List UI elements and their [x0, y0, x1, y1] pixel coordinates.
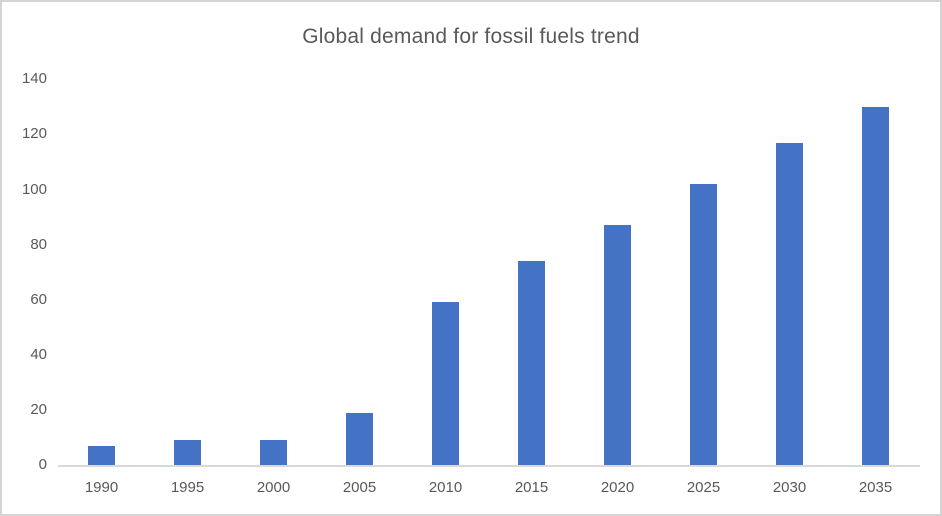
- y-axis-tick-label: 60: [30, 290, 47, 308]
- y-axis-tick-label: 0: [38, 456, 47, 473]
- y-axis-tick-label: 120: [21, 125, 47, 143]
- x-axis-tick-label: 2035: [858, 479, 893, 496]
- x-axis-tick-label: 2000: [256, 479, 291, 496]
- y-axis-tick-label: 20: [30, 400, 47, 418]
- x-axis-tick-label: 2020: [600, 479, 635, 496]
- bar-2030: [776, 143, 803, 465]
- chart-title: Global demand for fossil fuels trend: [302, 25, 640, 48]
- x-axis-tick-label: 2010: [428, 479, 463, 496]
- x-axis-tick-label: 2025: [686, 479, 721, 496]
- x-axis-line: [58, 465, 920, 467]
- bar-2010: [432, 302, 459, 465]
- bar-2015: [518, 261, 545, 465]
- bar-2035: [862, 107, 889, 465]
- x-axis-tick-label: 2015: [514, 479, 549, 496]
- x-axis-tick-label: 1995: [170, 479, 205, 496]
- y-axis-tick-label: 80: [30, 235, 47, 253]
- bar-1995: [174, 440, 201, 465]
- bar-2020: [604, 225, 631, 465]
- y-axis-tick-label: 100: [21, 180, 47, 198]
- bar-2000: [260, 440, 287, 465]
- bar-1990: [88, 446, 115, 465]
- bar-2005: [346, 413, 373, 465]
- x-axis-tick-label: 1990: [84, 479, 119, 496]
- x-axis-tick-label: 2005: [342, 479, 377, 496]
- y-axis-tick-label: 140: [21, 70, 47, 88]
- y-axis-tick-label: 40: [30, 345, 47, 363]
- x-axis-tick-label: 2030: [772, 479, 807, 496]
- bar-2025: [690, 184, 717, 465]
